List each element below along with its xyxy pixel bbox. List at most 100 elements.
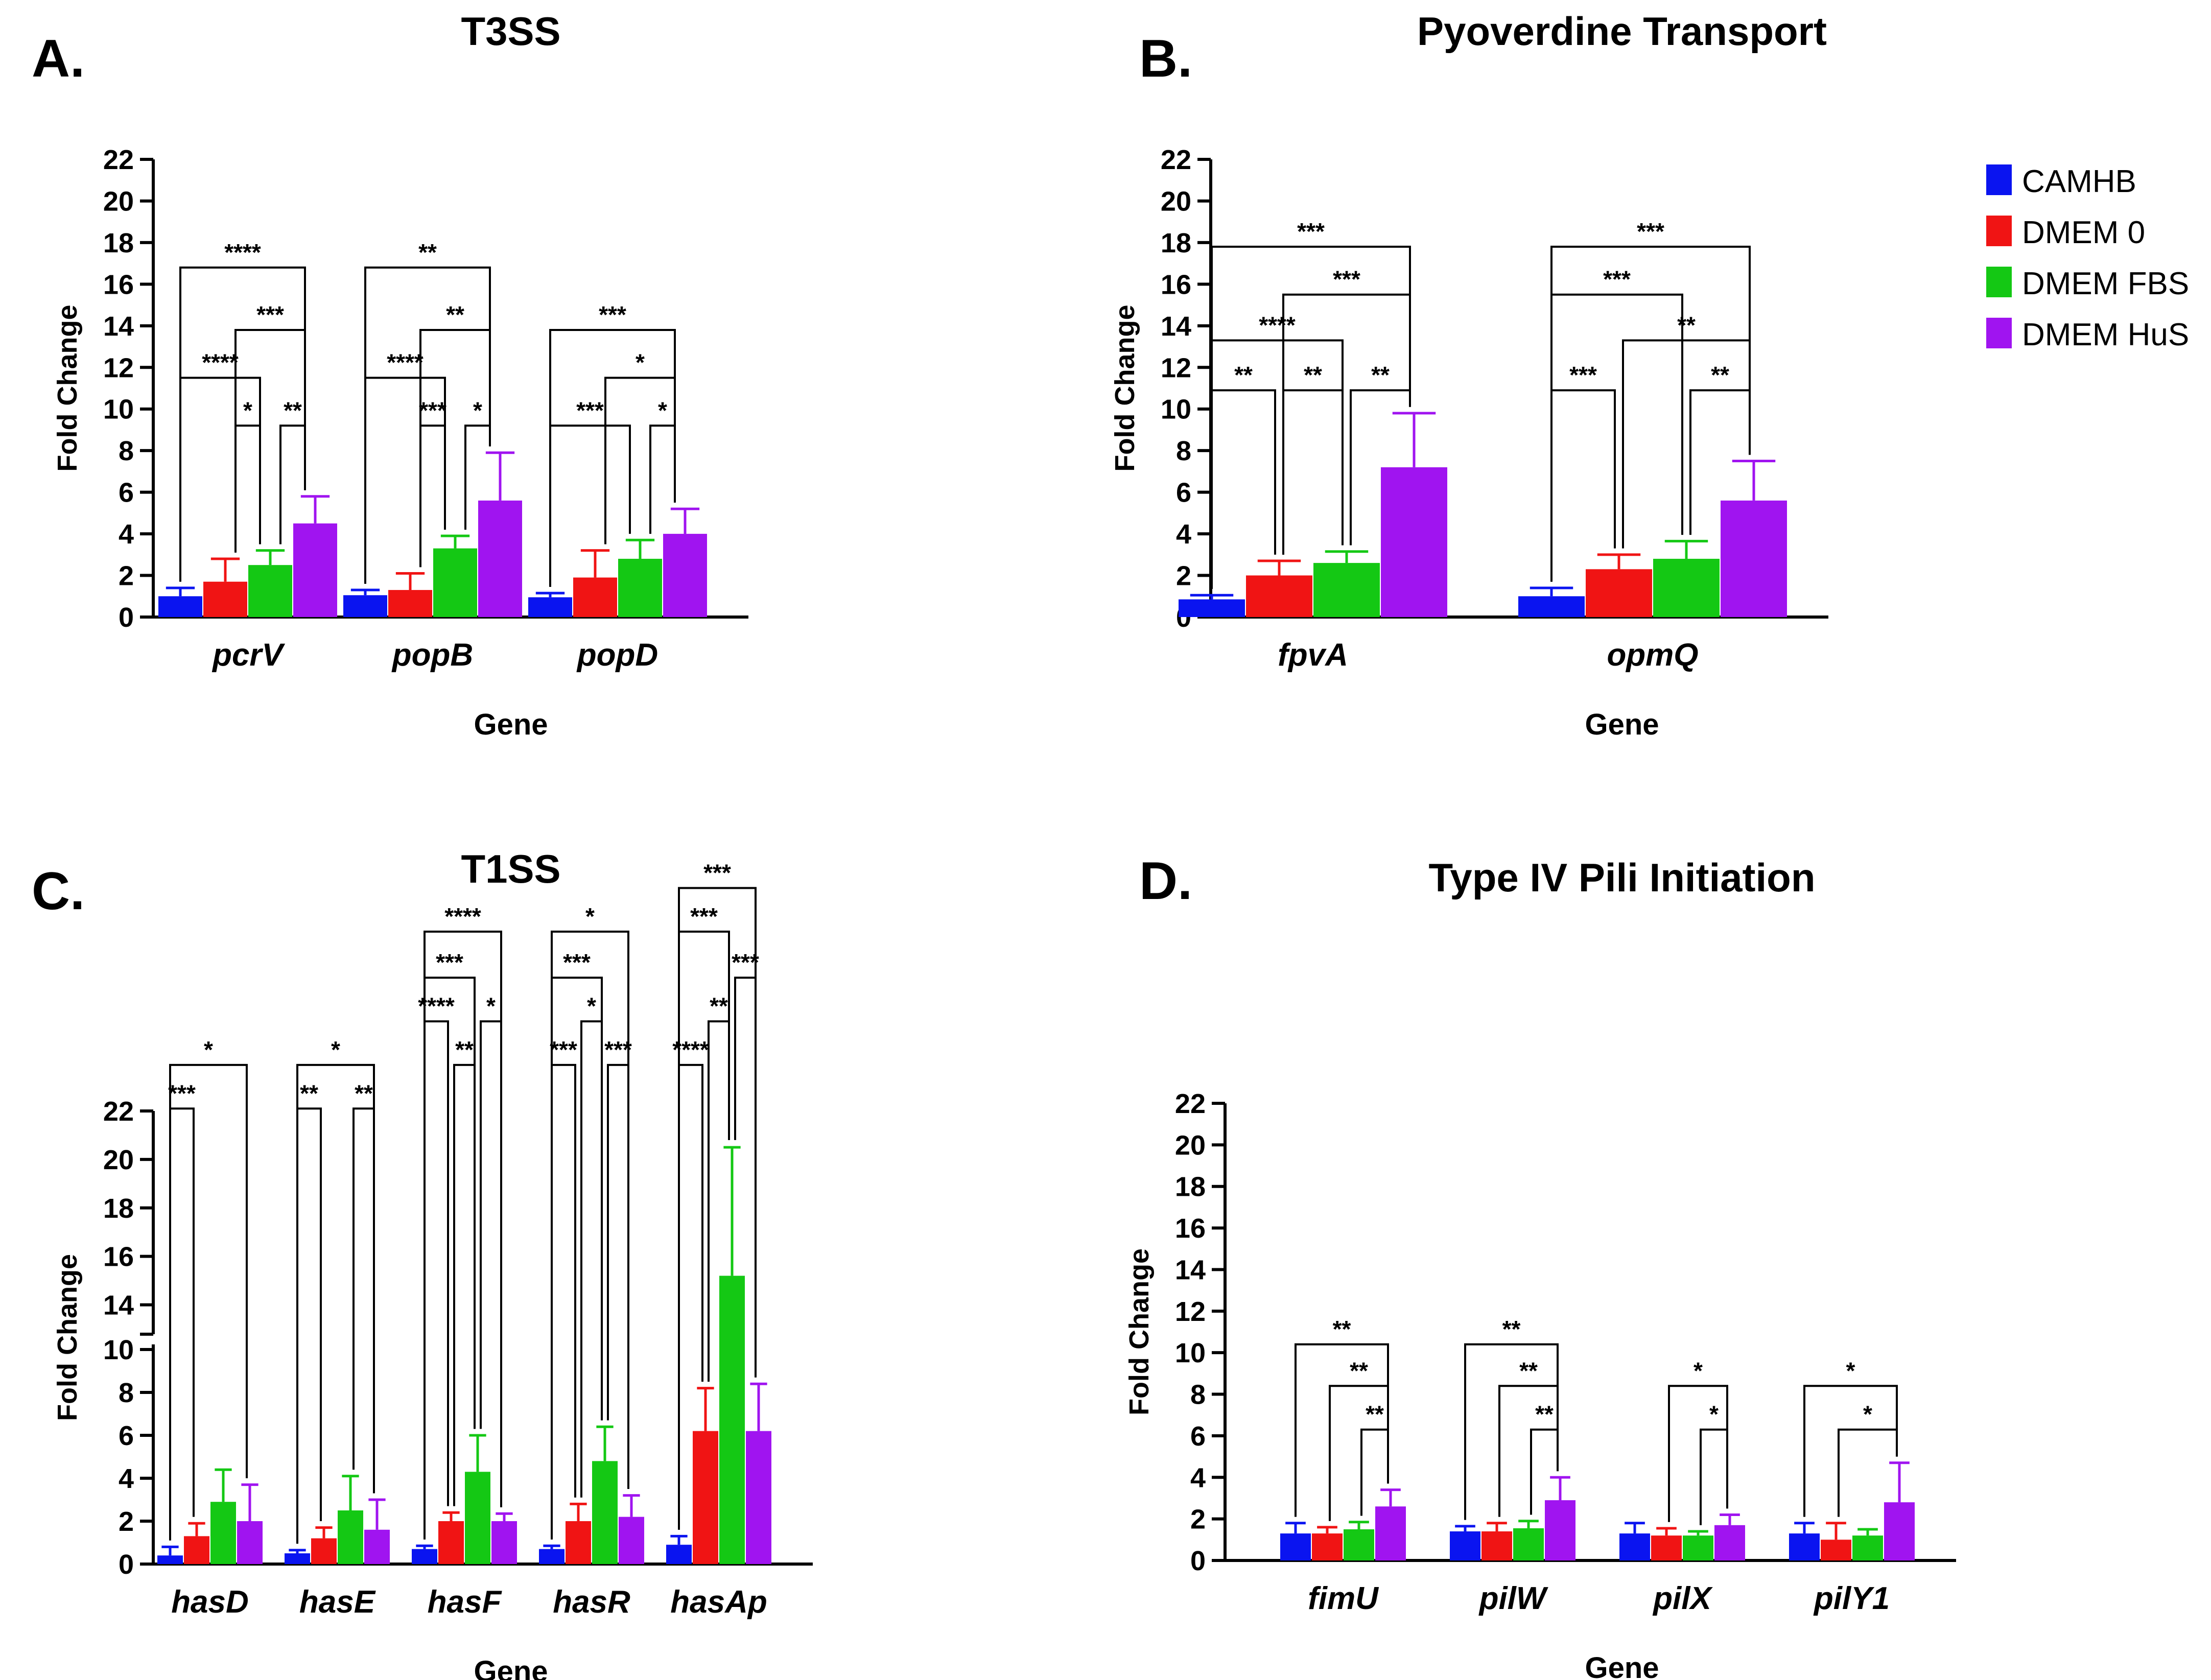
panel-d-chart: D. Type IV Pili Initiation 0 2 4 6 8 10 12 14 16 18…	[1124, 851, 1956, 1680]
bar-dmem-fbs-fimU	[1344, 1529, 1374, 1560]
y-tick-label: 16	[103, 1242, 134, 1272]
panel-label: B.	[1139, 29, 1192, 88]
bar-dmem-fbs-hasE	[338, 1510, 363, 1564]
bar-dmem-fbs-popD	[618, 558, 662, 617]
significance-label: **	[355, 1080, 373, 1106]
y-tick-label: 4	[1190, 1462, 1206, 1493]
bracket-line	[1282, 389, 1344, 555]
category-label: hasD	[171, 1584, 249, 1620]
significance-bracket: **	[1360, 1401, 1389, 1516]
category-label: pilY1	[1813, 1581, 1890, 1616]
bar-dmem-0-pilY1	[1821, 1540, 1851, 1560]
bracket-line	[234, 424, 261, 553]
y-tick-label: 10	[103, 394, 134, 425]
category-label: fpvA	[1278, 637, 1348, 673]
bracket-line	[1211, 389, 1276, 589]
significance-bracket: **	[352, 1080, 375, 1494]
bar-dmem-0-popD	[573, 577, 617, 617]
bar-dmem-0-opmQ	[1586, 569, 1652, 617]
bar-dmem-0-pilW	[1481, 1531, 1512, 1560]
y-tick-label: 2	[1190, 1504, 1206, 1535]
significance-label: *	[636, 349, 645, 376]
y-tick-label: 18	[1175, 1172, 1206, 1202]
x-axis-label: Gene	[474, 1655, 548, 1680]
y-axis-label: Fold Change	[1110, 305, 1140, 472]
bar-camhb-hasAp	[666, 1545, 692, 1564]
significance-bracket: *	[1803, 1357, 1898, 1517]
y-tick-label: 22	[1161, 145, 1191, 175]
category-label: pcrV	[211, 637, 285, 673]
bar-dmem-fbs-popB	[433, 548, 477, 617]
significance-label: **	[1371, 362, 1390, 388]
y-tick-label: 16	[103, 269, 134, 300]
category-label: hasR	[553, 1584, 630, 1620]
bar-dmem-fbs-hasF	[465, 1472, 490, 1564]
significance-label: ****	[1259, 312, 1296, 338]
significance-bracket: *	[580, 992, 603, 1498]
significance-bracket: ***	[1550, 218, 1751, 582]
bar-dmem-hus-pcrV	[293, 523, 337, 617]
legend-swatch	[1986, 267, 2012, 297]
y-tick-label: 6	[119, 1421, 134, 1451]
significance-bracket: **	[1498, 1357, 1559, 1517]
bar-dmem-fbs-fpvA	[1313, 563, 1380, 617]
bracket-line	[169, 1107, 195, 1541]
bar-camhb-pilW	[1450, 1531, 1480, 1560]
panel-title: T1SS	[461, 846, 560, 891]
bar-dmem-fbs-pilX	[1683, 1535, 1713, 1560]
y-tick-label: 22	[103, 1096, 134, 1127]
bar-dmem-hus-pilX	[1714, 1525, 1745, 1560]
y-tick-label: 8	[1190, 1380, 1206, 1410]
significance-bracket: ***	[549, 301, 676, 587]
significance-label: *	[473, 397, 482, 423]
bar-dmem-hus-fpvA	[1381, 467, 1447, 617]
significance-bracket: ***	[549, 397, 631, 587]
legend-swatch	[1986, 318, 2012, 348]
significance-bracket: ****	[179, 349, 261, 582]
bar-camhb-hasF	[412, 1549, 437, 1564]
bar-dmem-0-hasF	[438, 1521, 464, 1564]
significance-label: *	[204, 1036, 213, 1063]
y-tick-label: 4	[119, 519, 134, 550]
significance-label: ***	[563, 949, 591, 976]
significance-bracket: ****	[1211, 312, 1344, 589]
y-tick-label: 6	[119, 478, 134, 508]
significance-label: **	[1711, 362, 1729, 388]
y-tick-label: 20	[103, 186, 134, 217]
significance-label: ***	[1333, 266, 1360, 293]
bracket-line	[1464, 1343, 1559, 1520]
y-tick-label: 10	[1175, 1338, 1206, 1368]
significance-label: **	[1333, 1316, 1351, 1342]
significance-label: **	[1366, 1401, 1384, 1428]
bar-dmem-hus-popB	[478, 500, 522, 617]
bar-dmem-fbs-pilW	[1513, 1528, 1544, 1560]
bracket-line	[480, 1020, 502, 1507]
significance-label: **	[455, 1036, 474, 1063]
significance-label: ***	[256, 301, 284, 328]
bar-dmem-0-pcrV	[203, 581, 247, 617]
significance-label: **	[710, 992, 728, 1019]
category-label: hasF	[428, 1584, 503, 1620]
bracket-line	[607, 1063, 629, 1489]
bracket-line	[1530, 1428, 1559, 1515]
bracket-line	[551, 1063, 576, 1540]
legend-label: DMEM HuS	[2022, 317, 2189, 352]
significance-label: ***	[419, 397, 446, 423]
significance-bracket: **	[296, 1080, 322, 1544]
significance-label: ***	[690, 903, 718, 930]
bracket-line	[424, 930, 502, 1540]
significance-label: *	[486, 992, 496, 1019]
x-axis-label: Gene	[1585, 708, 1659, 741]
bar-camhb-hasE	[285, 1553, 310, 1564]
significance-label: ***	[436, 949, 463, 976]
significance-bracket: *	[169, 1036, 248, 1541]
y-tick-label: 8	[1176, 436, 1191, 466]
significance-label: ****	[224, 239, 261, 266]
legend-swatch	[1986, 164, 2012, 195]
y-tick-label: 0	[1190, 1546, 1206, 1576]
significance-label: ***	[576, 397, 604, 423]
significance-label: *	[1863, 1401, 1872, 1428]
bracket-line	[279, 424, 306, 545]
bar-dmem-hus-pilW	[1545, 1500, 1575, 1560]
y-tick-label: 0	[119, 1549, 134, 1580]
